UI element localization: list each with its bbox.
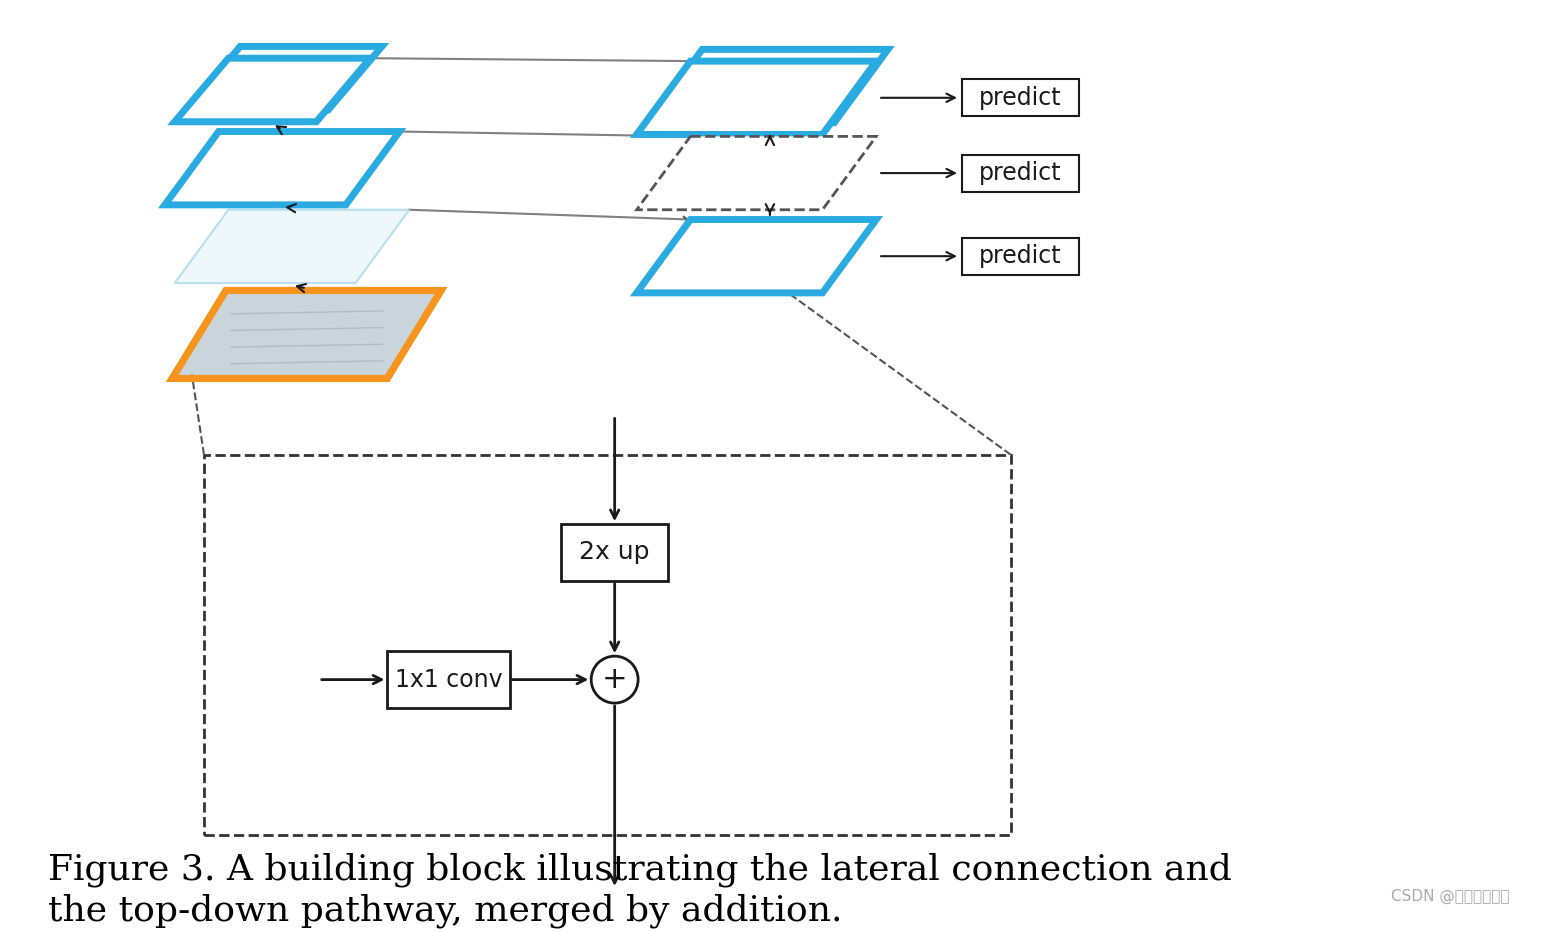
Bar	[962, 155, 1079, 192]
Polygon shape	[637, 220, 877, 293]
Polygon shape	[637, 136, 877, 210]
Text: predict: predict	[979, 244, 1062, 268]
Polygon shape	[165, 131, 400, 205]
Text: 1x1 conv: 1x1 conv	[394, 667, 503, 692]
Bar	[962, 79, 1079, 116]
Polygon shape	[187, 47, 381, 110]
Bar	[561, 524, 668, 581]
Circle shape	[592, 656, 638, 703]
Polygon shape	[173, 291, 441, 378]
Polygon shape	[174, 58, 371, 122]
Text: CSDN @怎么全是重名: CSDN @怎么全是重名	[1390, 888, 1509, 903]
Text: the top-down pathway, merged by addition.: the top-down pathway, merged by addition…	[48, 894, 842, 928]
Text: Figure 3. A building block illustrating the lateral connection and: Figure 3. A building block illustrating …	[48, 853, 1232, 887]
Bar	[388, 651, 509, 708]
Polygon shape	[637, 62, 877, 134]
Bar	[962, 238, 1079, 275]
Text: predict: predict	[979, 86, 1062, 110]
Bar	[204, 455, 1010, 835]
Text: predict: predict	[979, 161, 1062, 185]
Polygon shape	[174, 210, 409, 283]
Text: +: +	[603, 665, 627, 694]
Polygon shape	[648, 49, 887, 123]
Text: 2x up: 2x up	[579, 541, 649, 565]
